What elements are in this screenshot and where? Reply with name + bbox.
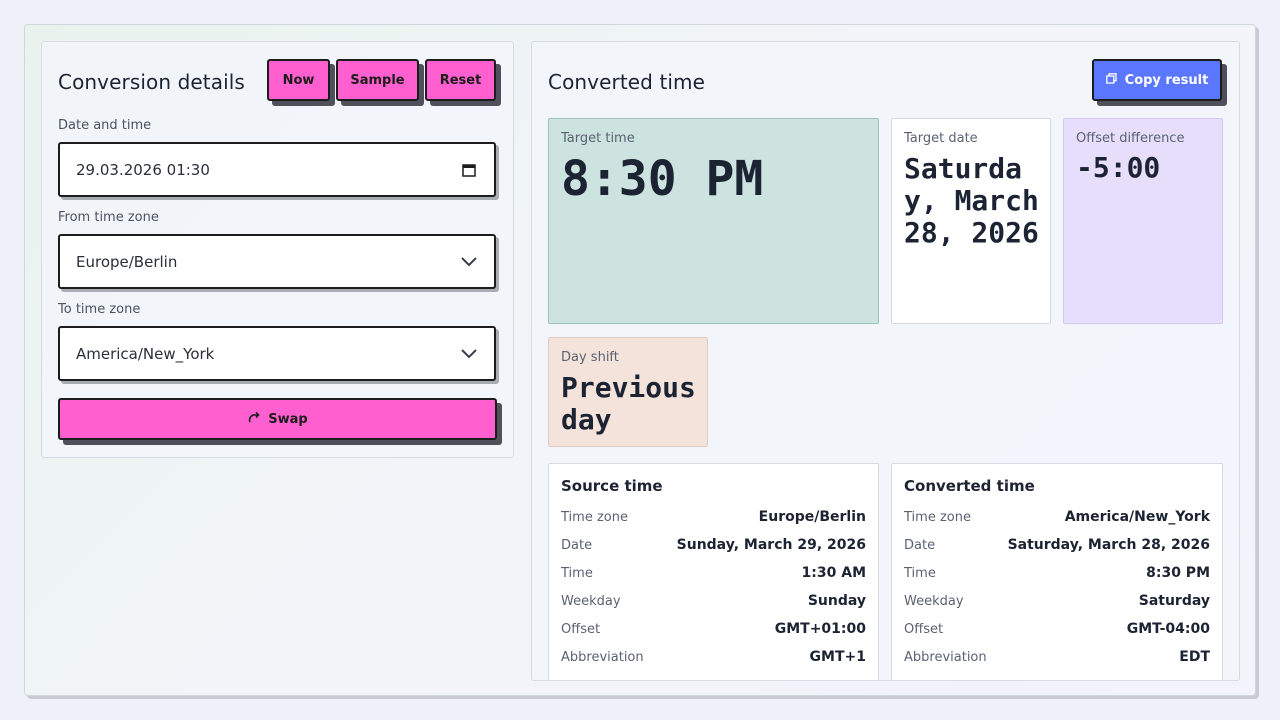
target-time-card: Target time 8:30 PM [548,118,879,324]
detail-key: Time zone [904,509,971,525]
detail-key: Abbreviation [904,649,987,665]
from-tz-label: From time zone [58,210,159,225]
detail-row: Time zone America/New_York [904,503,1210,531]
redo-icon [247,411,260,428]
day-shift-card: Day shift Previous day [548,337,708,447]
chevron-down-icon [460,345,478,363]
detail-value: 8:30 PM [1146,565,1210,581]
now-button[interactable]: Now [267,59,330,101]
offset-difference-card: Offset difference -5:00 [1063,118,1223,324]
detail-key: Date [561,537,593,553]
detail-row: Time zone Europe/Berlin [561,503,866,531]
detail-value: Saturday, March 28, 2026 [1007,537,1210,553]
detail-key: Abbreviation [561,649,644,665]
copy-icon [1105,72,1117,88]
detail-value: 1:30 AM [801,565,866,581]
detail-value: America/New_York [1064,509,1210,525]
detail-value: EDT [1179,649,1210,665]
source-time-details: Source time Time zone Europe/Berlin Date S… [548,463,879,680]
source-time-title: Source time [561,477,663,495]
datetime-label: Date and time [58,118,152,133]
to-timezone-value: America/New_York [76,344,215,363]
detail-value: GMT-04:00 [1126,621,1210,637]
to-tz-label: To time zone [58,302,141,317]
detail-key: Weekday [904,593,964,609]
sample-button[interactable]: Sample [336,59,419,101]
detail-key: Offset [561,621,601,637]
detail-value: Sunday [807,593,866,609]
target-date-value: Saturday, March 28, 2026 [904,152,1039,249]
target-time-value: 8:30 PM [561,151,764,207]
detail-value: Europe/Berlin [758,509,866,525]
detail-row: Weekday Saturday [904,587,1210,615]
day-shift-caption: Day shift [561,350,619,365]
to-timezone-select[interactable]: America/New_York [58,326,496,381]
offset-difference-caption: Offset difference [1076,131,1185,146]
converted-time-details: Converted time Time zone America/New_York… [891,463,1223,680]
copy-result-label: Copy result [1124,72,1209,88]
detail-row: Date Saturday, March 28, 2026 [904,531,1210,559]
copy-result-button[interactable]: Copy result [1092,59,1222,101]
detail-row: Date Sunday, March 29, 2026 [561,531,866,559]
detail-key: Offset [904,621,944,637]
detail-value: Sunday, March 29, 2026 [676,537,866,553]
detail-row: Time 8:30 PM [904,559,1210,587]
conversion-details-panel: Conversion details Now Sample Reset Date… [41,41,514,458]
detail-value: GMT+01:00 [774,621,866,637]
detail-row: Offset GMT+01:00 [561,615,866,643]
detail-key: Time zone [561,509,628,525]
detail-row: Time 1:30 AM [561,559,866,587]
datetime-input[interactable]: 29.03.2026 01:30 [58,142,496,197]
detail-value: Saturday [1138,593,1210,609]
detail-key: Weekday [561,593,621,609]
chevron-down-icon [460,253,478,271]
detail-row: Abbreviation GMT+1 [561,643,866,671]
detail-value: GMT+1 [809,649,866,665]
detail-row: Offset GMT-04:00 [904,615,1210,643]
day-shift-value: Previous day [561,371,696,436]
from-timezone-value: Europe/Berlin [76,252,178,271]
target-date-caption: Target date [904,131,978,146]
panel-title: Converted time [548,70,706,94]
detail-row: Weekday Sunday [561,587,866,615]
datetime-value: 29.03.2026 01:30 [76,160,210,179]
swap-label: Swap [268,411,308,427]
swap-button[interactable]: Swap [58,398,497,440]
target-time-caption: Target time [561,131,635,146]
converted-time-panel: Converted time Copy result Target time 8… [531,41,1240,681]
calendar-icon[interactable] [460,161,478,179]
converted-time-title: Converted time [904,477,1035,495]
target-date-card: Target date Saturday, March 28, 2026 [891,118,1051,324]
detail-row: Abbreviation EDT [904,643,1210,671]
panel-title: Conversion details [58,70,245,94]
detail-key: Date [904,537,936,553]
detail-key: Time [904,565,936,581]
from-timezone-select[interactable]: Europe/Berlin [58,234,496,289]
app-window: Conversion details Now Sample Reset Date… [24,24,1256,696]
reset-button[interactable]: Reset [425,59,496,101]
detail-key: Time [561,565,593,581]
offset-difference-value: -5:00 [1076,151,1161,184]
